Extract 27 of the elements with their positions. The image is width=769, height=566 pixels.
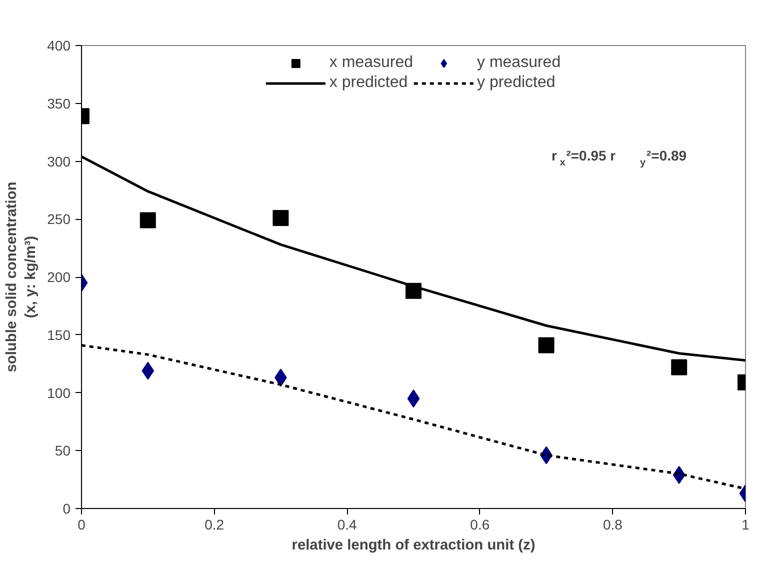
x-tick-label: 1 [742,516,750,532]
point [140,212,156,228]
x-tick-label: 0.8 [602,516,623,532]
x-axis-title: relative length of extraction unit (z) [292,538,536,554]
y-tick-label: 150 [47,326,71,343]
x-tick-label: 0 [78,516,86,532]
y-tick-label: 200 [47,269,71,285]
legend-label: x measured [329,53,413,73]
point [407,390,420,408]
y-tick-label: 350 [47,95,71,112]
legend-label: y measured [477,53,561,73]
y-tick-label: 250 [47,211,71,228]
y-tick-label: 300 [47,153,71,170]
y-tick-label: 50 [54,442,71,459]
point [142,362,154,380]
legend-label: x predicted [329,73,408,93]
x-tick-label: 0.6 [470,516,490,532]
x-tick-label: 0.2 [204,516,224,532]
point [671,359,688,376]
y-axis-title: soluble solid concentration (x, y: kg/m³) [4,182,40,372]
point [538,337,554,354]
legend-label: y predicted [477,73,556,93]
y-tick-label: 0 [62,500,71,516]
y-tick-label: 100 [47,384,71,401]
y-tick-label: 400 [47,38,71,54]
x-tick-label: 0.4 [337,516,358,532]
point [272,210,289,226]
